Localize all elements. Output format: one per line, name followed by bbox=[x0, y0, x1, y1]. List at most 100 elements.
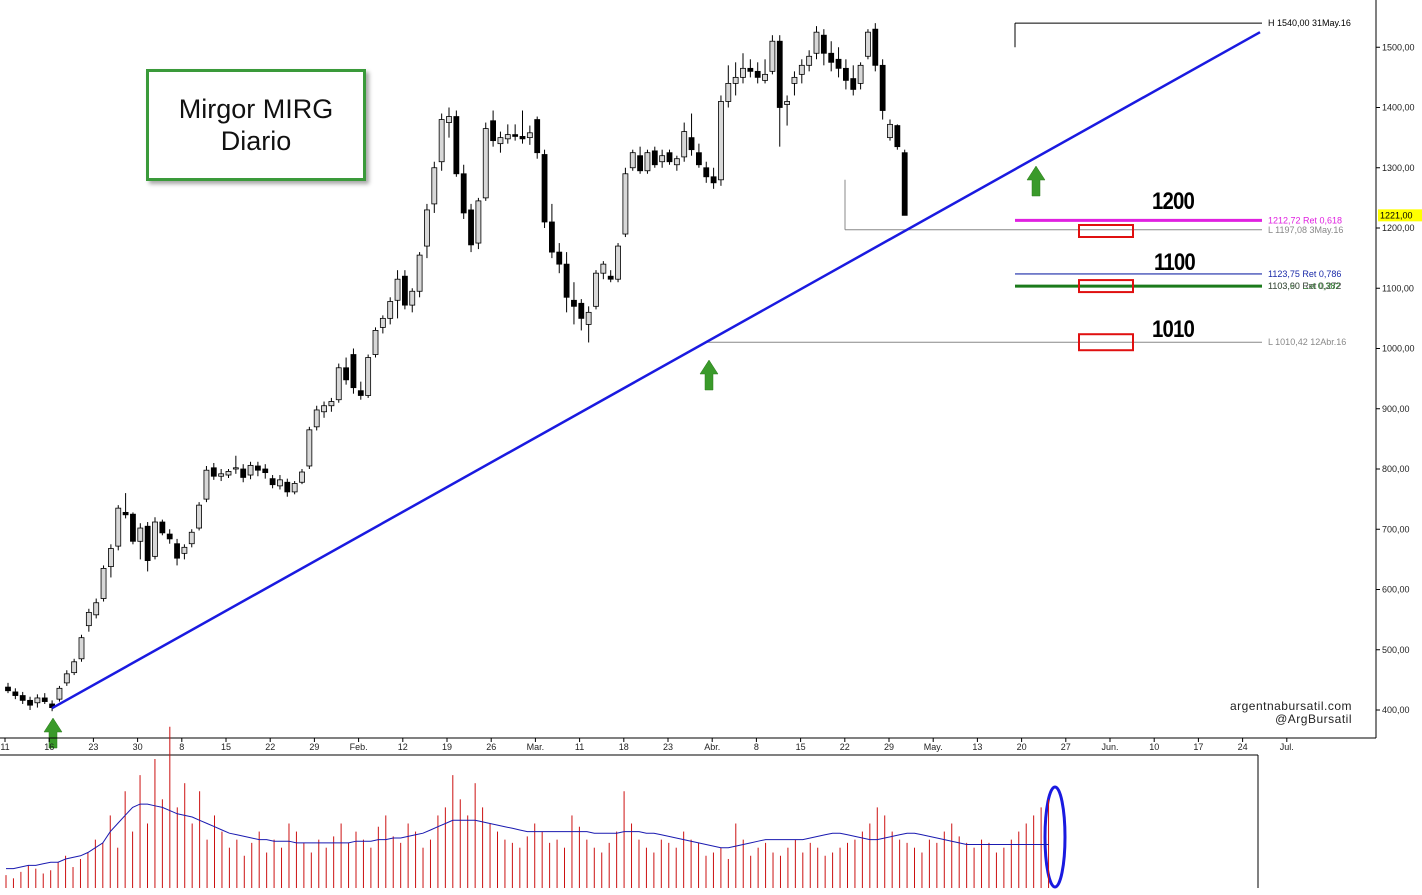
candle-down bbox=[879, 64, 886, 111]
candle-down bbox=[159, 521, 166, 534]
trend-layer bbox=[51, 31, 1261, 710]
annotation-layer bbox=[43, 165, 1134, 889]
trendline bbox=[51, 31, 1261, 710]
candle-down bbox=[12, 691, 19, 696]
candle-down bbox=[703, 167, 710, 178]
candle-up bbox=[196, 504, 203, 529]
level-label: H 1540,00 31May.16 bbox=[1268, 18, 1351, 28]
x-tick-label: 17 bbox=[1193, 742, 1203, 752]
candle-down bbox=[27, 699, 33, 706]
candle-down bbox=[894, 125, 901, 148]
x-tick-label: 10 bbox=[1149, 742, 1159, 752]
candle-up bbox=[71, 661, 78, 674]
x-tick-label: Abr. bbox=[704, 742, 720, 752]
x-tick-label: 15 bbox=[221, 742, 231, 752]
x-tick-label: 11 bbox=[575, 742, 584, 752]
volume-highlight-ellipse bbox=[1043, 785, 1067, 889]
candle-up bbox=[784, 101, 790, 105]
candle-up bbox=[306, 429, 313, 467]
candle-down bbox=[578, 302, 585, 319]
candle-up bbox=[725, 83, 732, 102]
candle-up bbox=[629, 152, 636, 169]
candle-up bbox=[78, 637, 85, 660]
watermark: argentnabursatil.com @ArgBursatil bbox=[1230, 700, 1352, 726]
candle-down bbox=[490, 120, 497, 142]
target-zone-box bbox=[1078, 279, 1134, 294]
x-tick-label: 24 bbox=[1238, 742, 1248, 752]
x-tick-label: 22 bbox=[265, 742, 275, 752]
candle-up bbox=[769, 40, 776, 72]
candle-up bbox=[137, 527, 144, 542]
x-tick-label: 13 bbox=[972, 742, 982, 752]
candle-up bbox=[865, 31, 871, 57]
x-tick-label: 23 bbox=[88, 742, 98, 752]
x-tick-label: 8 bbox=[179, 742, 184, 752]
candle-down bbox=[776, 40, 783, 108]
candle-up bbox=[504, 134, 511, 140]
candle-up bbox=[277, 479, 283, 487]
candle-down bbox=[130, 513, 136, 542]
candle-up bbox=[108, 548, 114, 568]
x-tick-label: 23 bbox=[663, 742, 673, 752]
candle-down bbox=[41, 697, 48, 702]
x-tick-label: 16 bbox=[44, 742, 54, 752]
level-callout-1010: 1010 bbox=[1152, 316, 1195, 343]
candle-up bbox=[115, 507, 122, 547]
candle-down bbox=[519, 136, 526, 140]
candle-down bbox=[651, 150, 658, 166]
candle-up bbox=[313, 409, 320, 428]
candle-up bbox=[806, 55, 813, 66]
candle-up bbox=[321, 405, 327, 413]
candle-up bbox=[203, 469, 210, 500]
candle-down bbox=[357, 390, 364, 396]
watermark-handle: @ArgBursatil bbox=[1275, 712, 1352, 726]
level-label: 1103,60 Ext 0,382 bbox=[1268, 281, 1340, 291]
candle-up bbox=[372, 330, 379, 355]
candle-down bbox=[254, 465, 261, 471]
level-label: L 1197,08 3May.16 bbox=[1268, 225, 1343, 235]
candle-down bbox=[468, 209, 474, 246]
candle-down bbox=[401, 275, 408, 306]
candle-down bbox=[556, 251, 563, 265]
x-tick-label: 8 bbox=[754, 742, 759, 752]
x-tick-label: 29 bbox=[309, 742, 319, 752]
y-tick-label: 600,00 bbox=[1382, 585, 1410, 595]
candle-up bbox=[622, 173, 629, 235]
candle-down bbox=[174, 543, 180, 559]
candle-down bbox=[122, 511, 129, 516]
candle-down bbox=[210, 467, 217, 477]
candle-up bbox=[673, 158, 680, 166]
candle-up bbox=[394, 278, 401, 301]
axis-layer: 400,00 500,00 600,00 700,00 800,00 900,00 1000… bbox=[0, 0, 1422, 752]
y-tick-label: 500,00 bbox=[1382, 645, 1410, 655]
candle-up bbox=[335, 367, 342, 401]
candle-down bbox=[820, 34, 827, 54]
level-callout-1200: 1200 bbox=[1152, 188, 1195, 215]
candle-up bbox=[791, 76, 798, 84]
level-label: 1212,72 Ret 0,618 bbox=[1268, 215, 1342, 225]
green-arrow-icon bbox=[43, 717, 63, 749]
candle-down bbox=[872, 28, 879, 66]
candle-up bbox=[798, 64, 805, 75]
candle-up bbox=[644, 152, 651, 172]
candle-down bbox=[835, 58, 842, 69]
candle-down bbox=[144, 525, 151, 561]
candle-up bbox=[497, 137, 504, 145]
candle-up bbox=[659, 155, 666, 163]
candle-down bbox=[666, 152, 673, 163]
candle-up bbox=[600, 263, 607, 274]
candle-down bbox=[549, 221, 555, 253]
level-label: 1123,75 Ret 0,786 bbox=[1268, 269, 1341, 279]
candle-up bbox=[718, 101, 724, 181]
candle-down bbox=[747, 67, 754, 72]
candle-up bbox=[813, 31, 820, 54]
x-tick-label: 12 bbox=[398, 742, 408, 752]
candle-up bbox=[732, 76, 739, 84]
candle-up bbox=[482, 128, 489, 199]
last-price-badge bbox=[1378, 209, 1422, 222]
x-tick-label: Jul. bbox=[1280, 742, 1294, 752]
candle-up bbox=[152, 521, 158, 557]
y-tick-label: 1000,00 bbox=[1382, 344, 1415, 354]
